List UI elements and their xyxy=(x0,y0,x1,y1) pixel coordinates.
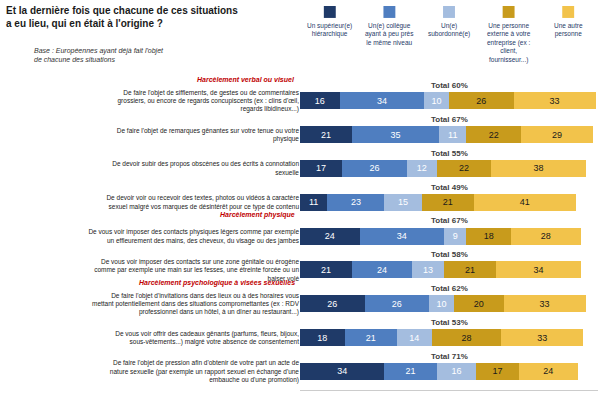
svg-text:41: 41 xyxy=(520,197,530,207)
svg-text:11: 11 xyxy=(309,197,318,207)
svg-text:Harcèlement physique: Harcèlement physique xyxy=(220,211,295,219)
svg-text:Total 49%: Total 49% xyxy=(431,183,468,192)
svg-text:Base : Européennes ayant déjà: Base : Européennes ayant déjà fait l'obj… xyxy=(34,47,164,63)
svg-text:Total 67%: Total 67% xyxy=(431,115,468,124)
svg-text:26: 26 xyxy=(476,96,486,106)
svg-text:18: 18 xyxy=(484,231,494,241)
svg-text:Harcèlement verbal ou visuel: Harcèlement verbal ou visuel xyxy=(197,76,295,83)
svg-text:Total 71%: Total 71% xyxy=(431,352,468,361)
svg-text:29: 29 xyxy=(552,130,562,140)
svg-text:33: 33 xyxy=(537,333,547,343)
svg-text:Une personneexterne à votreent: Une personneexterne à votreentreprise (e… xyxy=(487,22,531,64)
svg-text:33: 33 xyxy=(540,299,550,309)
svg-text:Une autrepersonne: Une autrepersonne xyxy=(554,22,583,38)
svg-text:10: 10 xyxy=(437,299,447,309)
svg-text:24: 24 xyxy=(377,265,387,275)
svg-text:21: 21 xyxy=(366,333,376,343)
svg-text:13: 13 xyxy=(423,265,433,275)
svg-text:14: 14 xyxy=(409,333,419,343)
svg-text:18: 18 xyxy=(317,333,327,343)
svg-text:Un(e)subordonné(e): Un(e)subordonné(e) xyxy=(428,22,470,38)
svg-text:22: 22 xyxy=(459,163,469,173)
svg-text:De vous voir imposer des conta: De vous voir imposer des contacts sur un… xyxy=(94,258,299,282)
svg-text:De faire l'objet de pression a: De faire l'objet de pression afin d'obte… xyxy=(110,359,300,384)
svg-text:De faire l'objet de remarques: De faire l'objet de remarques gênantes s… xyxy=(117,127,300,143)
svg-text:De devoir subir des propos obs: De devoir subir des propos obscènes ou d… xyxy=(112,160,299,175)
svg-text:Harcèlement psychologique à vi: Harcèlement psychologique à visées sexue… xyxy=(139,279,295,287)
svg-text:28: 28 xyxy=(541,231,551,241)
svg-text:16: 16 xyxy=(315,96,325,106)
svg-text:Total 62%: Total 62% xyxy=(431,284,468,293)
svg-text:16: 16 xyxy=(451,366,461,376)
svg-text:34: 34 xyxy=(377,96,387,106)
svg-text:17: 17 xyxy=(492,366,502,376)
svg-text:De vous voir offrir des cadeau: De vous voir offrir des cadeaux gênants … xyxy=(115,330,299,346)
svg-text:21: 21 xyxy=(321,265,331,275)
svg-text:De faire l'objet de sifflement: De faire l'objet de sifflements, de gest… xyxy=(117,89,299,114)
svg-text:De vous voir imposer des conta: De vous voir imposer des contacts physiq… xyxy=(88,228,299,244)
svg-text:17: 17 xyxy=(316,163,326,173)
svg-text:11: 11 xyxy=(448,130,457,140)
svg-text:34: 34 xyxy=(533,265,543,275)
svg-text:Un supérieur(e)hiérarchique: Un supérieur(e)hiérarchique xyxy=(307,22,352,38)
svg-text:21: 21 xyxy=(405,366,415,376)
svg-text:21: 21 xyxy=(443,197,453,207)
svg-text:21: 21 xyxy=(321,130,331,140)
svg-text:23: 23 xyxy=(351,197,361,207)
svg-text:Et la dernière fois que chacun: Et la dernière fois que chacune de ces s… xyxy=(6,5,238,29)
svg-text:12: 12 xyxy=(417,163,427,173)
svg-text:Total 55%: Total 55% xyxy=(431,149,468,158)
svg-text:26: 26 xyxy=(392,299,402,309)
svg-text:20: 20 xyxy=(474,299,484,309)
svg-text:35: 35 xyxy=(391,130,401,140)
svg-text:26: 26 xyxy=(369,163,379,173)
svg-text:15: 15 xyxy=(398,197,408,207)
svg-text:24: 24 xyxy=(543,366,553,376)
svg-text:Un(e) collègueayant à peu près: Un(e) collègueayant à peu prèsle même ni… xyxy=(365,22,414,46)
svg-text:21: 21 xyxy=(465,265,475,275)
svg-text:Total 53%: Total 53% xyxy=(431,318,468,327)
svg-text:24: 24 xyxy=(325,231,335,241)
svg-text:10: 10 xyxy=(432,96,442,106)
svg-text:Total 67%: Total 67% xyxy=(431,216,468,225)
svg-text:26: 26 xyxy=(327,299,337,309)
svg-text:33: 33 xyxy=(550,96,560,106)
svg-text:22: 22 xyxy=(489,130,499,140)
svg-text:De faire l'objet d'invitations: De faire l'objet d'invitations dans des … xyxy=(92,292,300,317)
svg-text:38: 38 xyxy=(533,163,543,173)
svg-text:9: 9 xyxy=(453,231,458,241)
svg-text:De devoir voir ou recevoir des: De devoir voir ou recevoir des textes, p… xyxy=(106,194,299,210)
svg-text:28: 28 xyxy=(461,333,471,343)
svg-text:34: 34 xyxy=(397,231,407,241)
svg-text:Total 58%: Total 58% xyxy=(431,250,468,259)
svg-text:34: 34 xyxy=(337,366,347,376)
svg-text:Total 60%: Total 60% xyxy=(431,81,468,90)
